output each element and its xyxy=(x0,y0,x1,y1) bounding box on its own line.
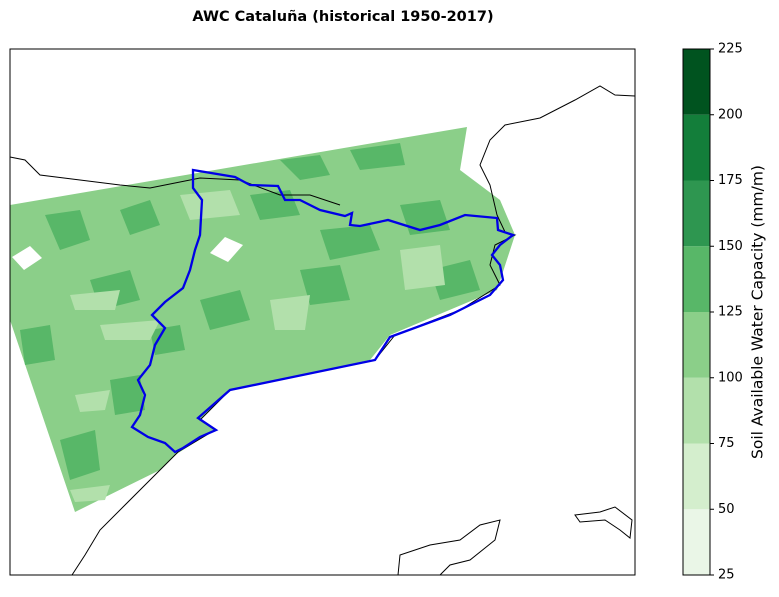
colorbar-tick-label: 150 xyxy=(718,239,743,254)
colorbar-tick-label: 50 xyxy=(718,502,735,517)
colorbar-band xyxy=(683,114,710,181)
colorbar-tick-label: 25 xyxy=(718,568,735,583)
colorbar-tick-label: 100 xyxy=(718,370,743,385)
map-panel xyxy=(9,48,636,576)
contour-patches-light xyxy=(70,190,445,502)
no-data-hole xyxy=(12,246,42,270)
colorbar-tick-label: 75 xyxy=(718,436,735,451)
coastline xyxy=(71,85,636,576)
colorbar-tick-label: 125 xyxy=(718,305,743,320)
coastline xyxy=(9,156,341,206)
colorbar-label: Soil Available Water Capacity (mm/m) xyxy=(749,165,767,459)
colorbar-band xyxy=(683,246,710,312)
region-border xyxy=(130,168,516,454)
map-title: AWC Cataluña (historical 1950-2017) xyxy=(192,9,493,25)
colorbar-band xyxy=(683,377,710,444)
colorbar-band xyxy=(683,312,710,378)
colorbar-band xyxy=(683,443,710,510)
colorbar-band xyxy=(683,49,710,115)
colorbar-tick-label: 200 xyxy=(718,107,743,122)
no-data-hole xyxy=(210,237,243,262)
colorbar-tick-label: 175 xyxy=(718,173,743,188)
island xyxy=(574,506,633,539)
map-frame xyxy=(9,48,636,576)
colorbar-tick-label: 225 xyxy=(718,42,743,57)
colorbar-band xyxy=(683,509,710,575)
island xyxy=(397,519,501,576)
colorbar-band xyxy=(683,180,710,247)
